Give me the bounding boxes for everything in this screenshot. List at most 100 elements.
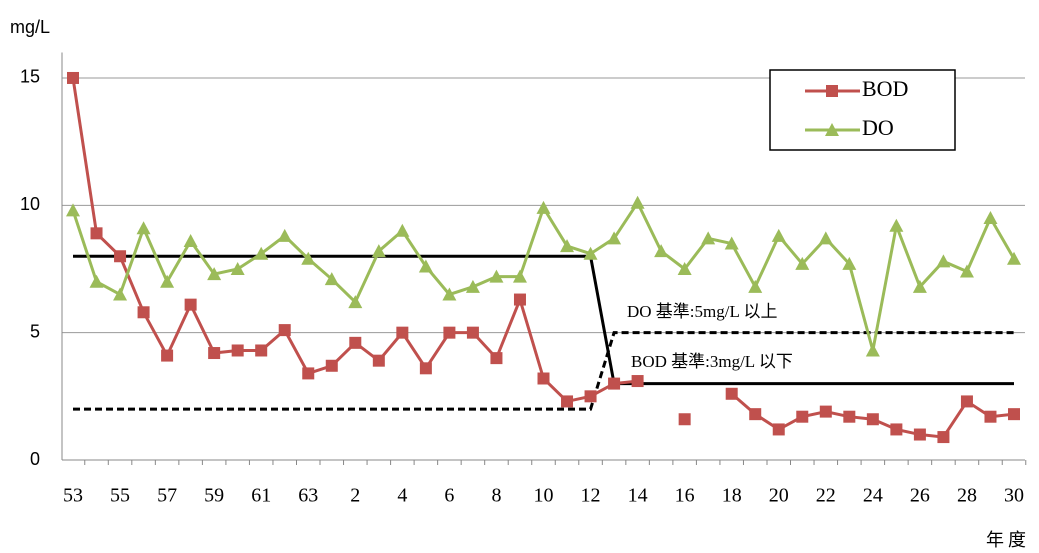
- marker: [749, 408, 762, 421]
- marker: [90, 227, 103, 240]
- reference-line: [73, 331, 1014, 411]
- marker: [325, 359, 338, 372]
- x-tick-label: 10: [534, 485, 554, 507]
- reference-line: [73, 254, 1014, 386]
- x-tick-label: 57: [157, 485, 177, 507]
- marker: [208, 347, 221, 360]
- marker: [490, 352, 503, 365]
- x-tick-label: 12: [581, 485, 601, 507]
- marker: [536, 200, 551, 214]
- marker: [890, 423, 903, 436]
- x-tick-label: 4: [397, 485, 407, 507]
- marker: [418, 259, 433, 273]
- marker: [960, 395, 973, 408]
- marker: [160, 274, 175, 288]
- marker: [843, 410, 856, 423]
- x-tick-label: 18: [722, 485, 742, 507]
- marker: [512, 269, 527, 283]
- marker: [771, 228, 786, 242]
- marker: [865, 343, 880, 357]
- marker: [772, 423, 785, 436]
- marker: [137, 306, 150, 319]
- marker: [561, 395, 574, 408]
- marker: [819, 405, 832, 418]
- marker: [114, 250, 127, 263]
- marker: [489, 269, 504, 283]
- marker: [349, 336, 362, 349]
- marker: [725, 387, 738, 400]
- x-tick-label: 16: [675, 485, 695, 507]
- y-tick-label: 10: [20, 194, 40, 214]
- series-line: [71, 77, 638, 404]
- y-tick-label: 5: [30, 321, 40, 341]
- marker: [372, 354, 385, 367]
- x-tick-label: 24: [863, 485, 883, 507]
- marker: [89, 274, 104, 288]
- marker: [654, 244, 669, 258]
- marker: [584, 390, 597, 403]
- marker: [183, 233, 198, 247]
- marker: [701, 231, 716, 245]
- annotation: DO 基準:5mg/L 以上: [627, 302, 777, 321]
- x-tick-label: 20: [769, 485, 789, 507]
- marker: [136, 221, 151, 235]
- marker: [161, 349, 174, 362]
- marker: [842, 256, 857, 270]
- x-tick-label: 6: [444, 485, 454, 507]
- legend-box: [769, 69, 956, 151]
- x-tick-label: 8: [491, 485, 501, 507]
- marker: [302, 367, 315, 380]
- marker: [395, 223, 410, 237]
- annotation: BOD 基準:3mg/L 以下: [631, 352, 793, 371]
- marker: [277, 228, 292, 242]
- x-tick-label: 28: [957, 485, 977, 507]
- x-tick-label: 26: [910, 485, 930, 507]
- marker: [724, 236, 739, 250]
- x-tick-label: 61: [251, 485, 271, 507]
- marker: [912, 279, 927, 293]
- marker: [348, 295, 363, 309]
- marker: [66, 203, 80, 217]
- x-tick-label: 63: [298, 485, 318, 507]
- marker: [795, 256, 810, 270]
- marker: [631, 375, 644, 388]
- x-tick-label: 53: [63, 485, 83, 507]
- marker: [513, 293, 526, 306]
- marker: [983, 211, 998, 225]
- x-tick-label: 22: [816, 485, 836, 507]
- marker: [607, 231, 622, 245]
- x-tick-label: 2: [350, 485, 360, 507]
- marker: [984, 410, 997, 423]
- marker: [818, 231, 833, 245]
- marker: [583, 246, 598, 260]
- marker: [278, 324, 291, 337]
- marker: [254, 246, 269, 260]
- legend-label: DO: [862, 115, 894, 140]
- marker: [537, 372, 550, 385]
- marker: [67, 71, 79, 84]
- marker: [608, 377, 621, 390]
- marker: [371, 244, 386, 258]
- legend-label: BOD: [862, 76, 908, 101]
- x-tick-label: 55: [110, 485, 130, 507]
- marker: [560, 239, 575, 253]
- x-tick-label: 14: [628, 485, 648, 507]
- y-axis-label: mg/L: [10, 17, 50, 37]
- marker: [825, 123, 839, 136]
- marker: [255, 344, 268, 357]
- marker: [443, 326, 456, 339]
- marker: [937, 431, 950, 444]
- marker: [419, 362, 432, 375]
- marker: [630, 195, 645, 209]
- marker: [959, 264, 974, 278]
- marker: [748, 279, 763, 293]
- marker: [184, 298, 197, 311]
- marker: [826, 85, 838, 97]
- x-tick-label: 30: [1004, 485, 1024, 507]
- marker: [442, 287, 457, 301]
- marker: [913, 428, 926, 441]
- y-tick-label: 15: [20, 67, 40, 87]
- marker: [113, 287, 128, 301]
- y-tick-label: 0: [30, 449, 40, 469]
